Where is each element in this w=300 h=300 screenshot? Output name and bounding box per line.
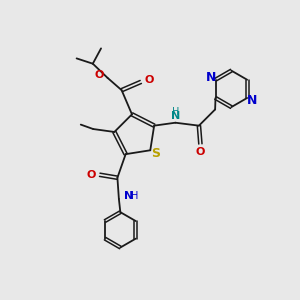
Text: N: N bbox=[206, 70, 216, 84]
Text: N: N bbox=[124, 191, 134, 201]
Text: O: O bbox=[87, 170, 96, 180]
Text: H: H bbox=[131, 191, 139, 201]
Text: O: O bbox=[196, 147, 205, 158]
Text: O: O bbox=[144, 76, 154, 85]
Text: S: S bbox=[151, 147, 160, 160]
Text: O: O bbox=[94, 70, 104, 80]
Text: H: H bbox=[172, 107, 180, 117]
Text: N: N bbox=[247, 94, 257, 107]
Text: N: N bbox=[171, 111, 181, 121]
